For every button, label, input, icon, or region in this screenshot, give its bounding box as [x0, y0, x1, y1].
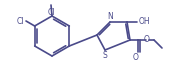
- Text: OH: OH: [139, 16, 151, 25]
- Text: N: N: [107, 12, 113, 21]
- Text: Cl: Cl: [17, 16, 24, 25]
- Text: S: S: [103, 51, 107, 60]
- Text: O: O: [133, 53, 139, 62]
- Text: O: O: [144, 34, 150, 44]
- Text: Cl: Cl: [47, 7, 55, 16]
